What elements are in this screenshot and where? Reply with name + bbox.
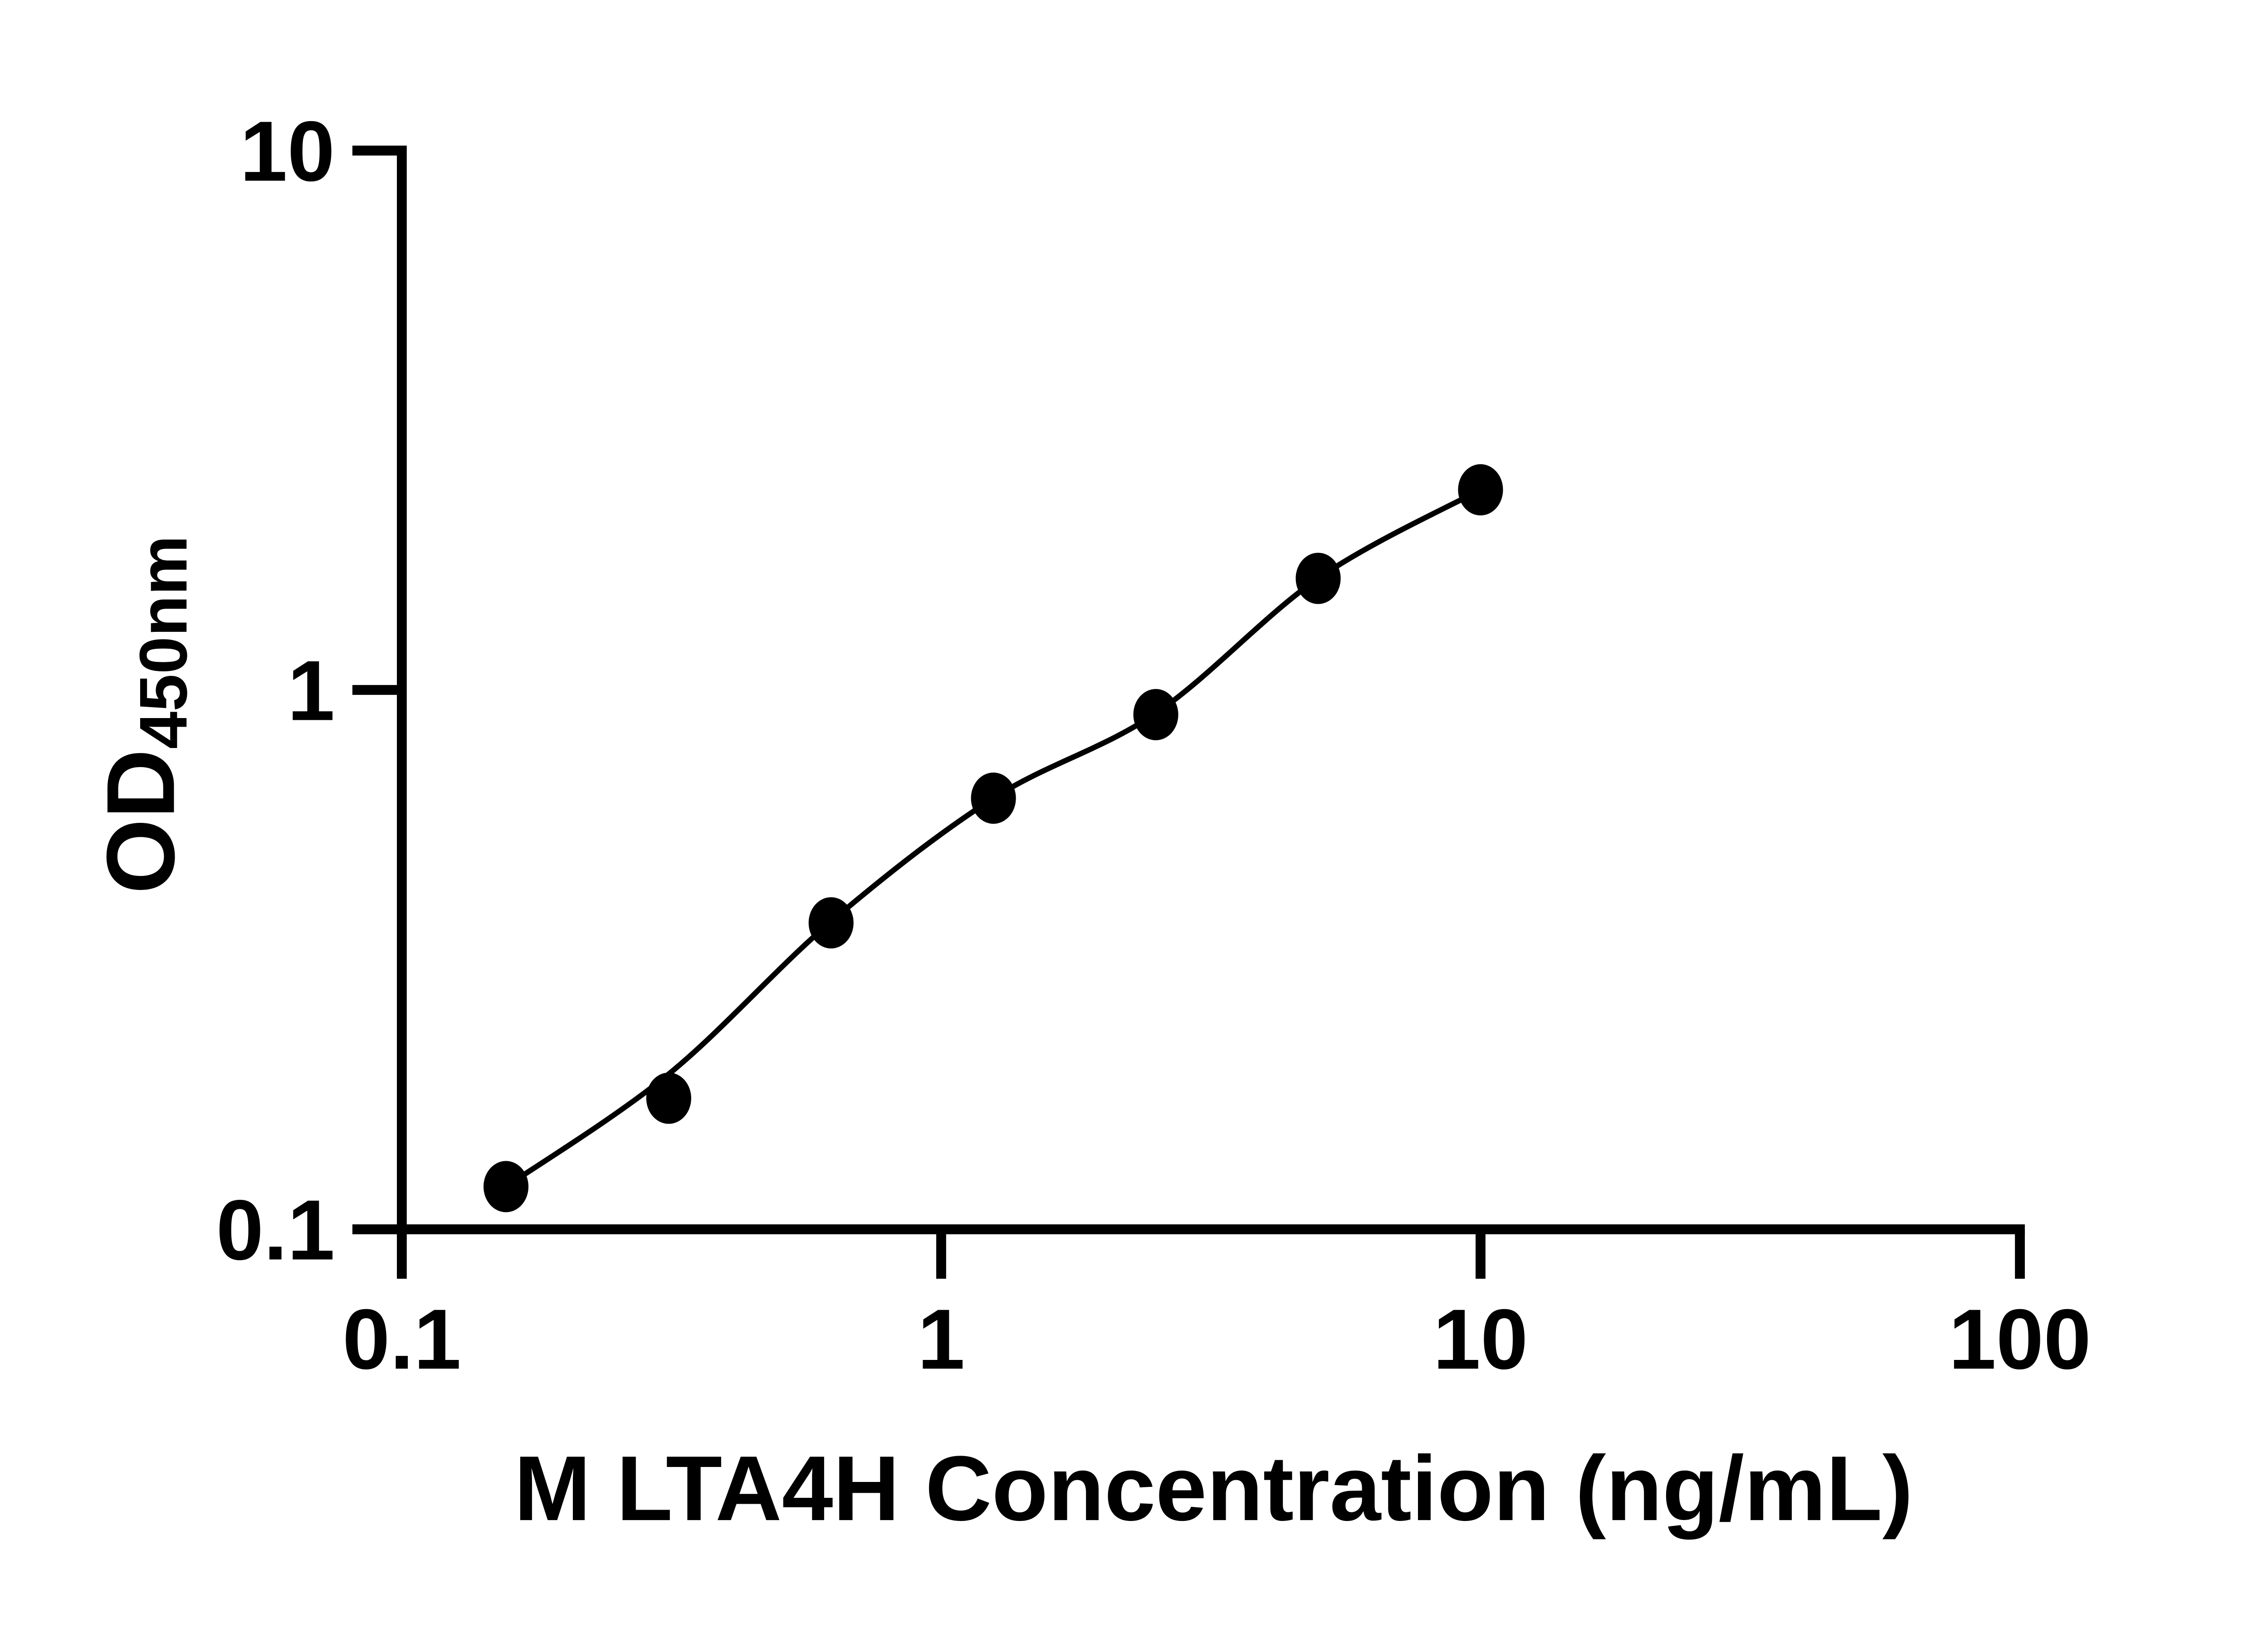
y-axis-title: OD450nm — [87, 535, 201, 894]
y-tick-label: 10 — [240, 103, 335, 199]
y-tick-label: 0.1 — [216, 1182, 335, 1277]
x-tick-label: 10 — [1433, 1291, 1528, 1387]
data-point-marker — [971, 772, 1016, 824]
tick-layer — [352, 146, 2025, 1279]
tick-label-layer: 0.1 1 10 0.1 1 10 100 — [216, 103, 2092, 1387]
x-tick-label: 100 — [1949, 1291, 2091, 1387]
x-axis-title: M LTA4H Concentration (ng/mL) — [514, 1437, 1913, 1540]
axes-layer — [396, 146, 2025, 1234]
data-layer — [483, 464, 1503, 1213]
x-tick-label: 1 — [918, 1291, 965, 1387]
data-point-marker — [646, 1072, 691, 1124]
y-tick-label: 1 — [288, 643, 335, 738]
y-axis-title-main: OD — [87, 749, 195, 894]
data-point-marker — [483, 1161, 529, 1213]
data-point-marker — [1295, 552, 1341, 604]
data-point-marker — [1133, 689, 1178, 740]
data-point-marker — [808, 897, 854, 949]
x-tick-label: 0.1 — [342, 1291, 461, 1387]
data-point-marker — [1458, 464, 1503, 516]
y-axis-title-subscript: 450nm — [126, 535, 201, 749]
